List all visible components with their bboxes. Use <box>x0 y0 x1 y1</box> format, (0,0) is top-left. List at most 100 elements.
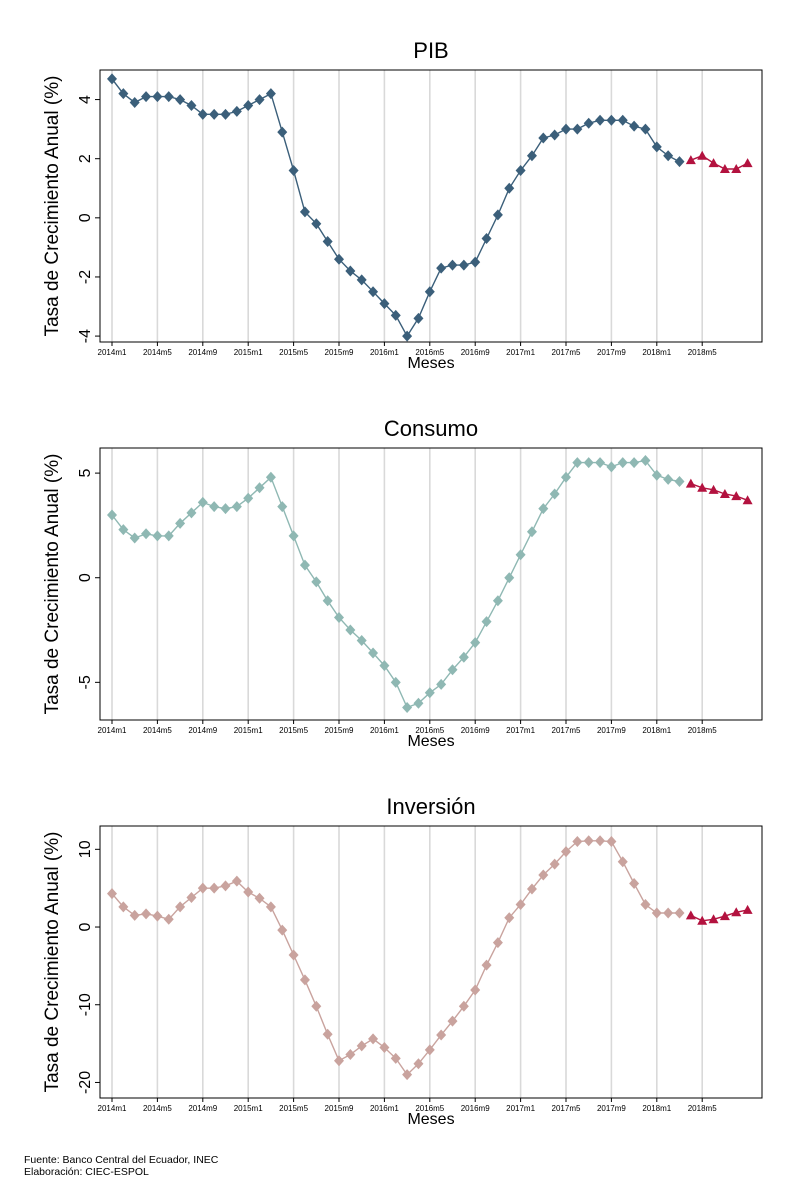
data-point <box>436 678 447 690</box>
x-tick-label: 2015m5 <box>279 726 308 735</box>
data-point <box>538 869 549 881</box>
data-point <box>595 457 606 469</box>
y-axis-label: Tasa de Crecimiento Anual (%) <box>42 454 63 715</box>
data-point <box>107 73 117 85</box>
data-point <box>175 517 186 529</box>
data-point <box>299 206 310 218</box>
data-point <box>277 126 288 138</box>
data-point <box>152 910 163 922</box>
x-tick-label: 2015m5 <box>279 1104 308 1113</box>
data-point <box>561 123 571 135</box>
data-point <box>186 507 197 519</box>
data-point <box>504 182 515 194</box>
data-point <box>311 576 322 588</box>
data-point <box>322 595 333 607</box>
x-axis-label: Meses <box>407 1111 454 1128</box>
data-point <box>606 461 617 473</box>
data-point <box>243 492 254 504</box>
x-tick-label: 2016m1 <box>370 1104 399 1113</box>
forecast-point <box>708 158 719 168</box>
x-tick-label: 2016m5 <box>415 726 444 735</box>
data-point <box>231 105 242 117</box>
data-point <box>481 616 492 628</box>
data-point <box>447 259 458 271</box>
y-tick-label: -20 <box>77 1071 94 1094</box>
data-point <box>141 908 152 920</box>
data-point <box>651 907 662 919</box>
x-tick-label: 2016m9 <box>461 726 490 735</box>
data-point <box>470 256 481 268</box>
data-point <box>220 108 231 120</box>
data-point <box>299 559 310 571</box>
data-point <box>413 312 424 324</box>
data-point <box>402 701 413 713</box>
data-point <box>436 1029 447 1041</box>
data-point <box>197 882 208 894</box>
data-point <box>470 984 481 996</box>
x-axis-label: Meses <box>407 733 454 750</box>
x-tick-label: 2017m1 <box>506 1104 535 1113</box>
data-point <box>651 469 662 481</box>
data-point <box>141 91 152 103</box>
data-point <box>311 1000 322 1012</box>
data-point <box>583 457 594 469</box>
plot-frame <box>99 447 763 721</box>
footer-source: Fuente: Banco Central del Ecuador, INEC <box>24 1154 219 1166</box>
forecast-point <box>685 155 696 165</box>
data-point <box>163 530 174 542</box>
forecast-point <box>685 910 696 920</box>
forecast-point <box>742 158 753 168</box>
data-point <box>356 274 367 286</box>
data-point <box>345 265 356 277</box>
series-line <box>111 78 680 338</box>
data-point <box>265 901 276 913</box>
x-tick-label: 2016m1 <box>370 348 399 357</box>
data-point <box>583 835 594 847</box>
data-point <box>470 637 481 649</box>
data-point <box>424 1044 435 1056</box>
x-tick-label: 2014m1 <box>98 1104 127 1113</box>
data-point <box>458 651 469 663</box>
data-point <box>379 298 390 310</box>
y-tick-label: -4 <box>77 329 94 343</box>
x-tick-label: 2018m1 <box>642 726 671 735</box>
x-tick-label: 2016m9 <box>461 1104 490 1113</box>
data-point <box>629 878 640 890</box>
data-point <box>561 846 571 858</box>
data-point <box>481 233 492 245</box>
data-point <box>526 526 537 538</box>
forecast-point <box>708 914 719 924</box>
data-point <box>458 1000 469 1012</box>
footer-author: Elaboración: CIEC-ESPOL <box>24 1166 149 1178</box>
y-tick-label: -5 <box>77 675 94 689</box>
y-tick-label: 5 <box>77 469 94 478</box>
forecast-point <box>731 907 742 917</box>
data-point <box>447 1015 458 1027</box>
data-point <box>118 88 129 100</box>
x-tick-label: 2017m5 <box>552 348 581 357</box>
data-point <box>118 901 129 913</box>
data-point <box>334 611 344 623</box>
forecast-point <box>697 915 708 925</box>
data-point <box>492 209 503 221</box>
data-point <box>197 496 208 508</box>
x-tick-label: 2015m1 <box>234 348 263 357</box>
data-point <box>402 1069 413 1081</box>
data-point <box>561 471 571 483</box>
y-tick-label: 0 <box>77 573 94 582</box>
x-tick-label: 2017m5 <box>552 1104 581 1113</box>
chart-inversion: Inversión Tasa de Crecimiento Anual (%) -2… <box>0 786 800 1166</box>
x-tick-label: 2015m1 <box>234 1104 263 1113</box>
data-point <box>640 455 651 467</box>
data-point <box>526 883 537 895</box>
x-tick-label: 2014m1 <box>98 726 127 735</box>
data-point <box>674 475 685 487</box>
forecast-point <box>742 904 753 914</box>
data-point <box>549 858 560 870</box>
data-point <box>538 132 549 144</box>
data-point <box>640 898 651 910</box>
data-point <box>107 888 117 900</box>
data-point <box>379 660 390 672</box>
data-point <box>674 907 685 919</box>
data-point <box>572 836 583 848</box>
